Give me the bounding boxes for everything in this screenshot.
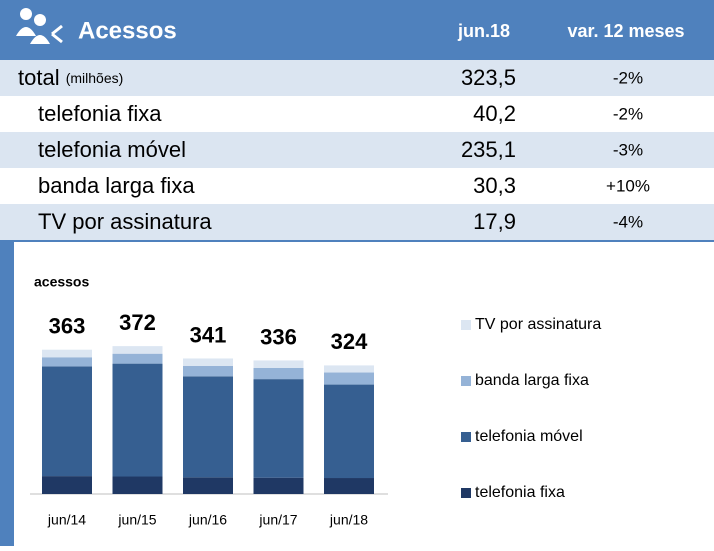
- total-label: 336: [260, 324, 297, 349]
- row-variation: -3%: [613, 140, 643, 159]
- table-row: [0, 204, 714, 240]
- row-label-text: total: [18, 65, 60, 90]
- table-row: [0, 60, 714, 96]
- row-label: banda larga fixa: [38, 173, 195, 198]
- legend-label: TV por assinatura: [475, 316, 601, 333]
- table-row: [0, 96, 714, 132]
- row-label: TV por assinatura: [38, 209, 212, 234]
- row-note: (milhões): [66, 70, 124, 86]
- x-tick-label: jun/15: [117, 512, 156, 528]
- row-value: 40,2: [473, 101, 516, 126]
- bar-segment: [253, 367, 304, 380]
- total-label: 341: [190, 322, 227, 347]
- row-label-text: telefonia fixa: [38, 101, 162, 126]
- bar-segment: [183, 477, 233, 494]
- bar-segment: [42, 366, 92, 477]
- bar-segment: [324, 365, 374, 373]
- bar-segment: [324, 384, 374, 479]
- legend-swatch: [461, 376, 471, 386]
- bar-segment: [112, 363, 163, 477]
- row-value: 235,1: [461, 137, 516, 162]
- bar-segment: [324, 478, 374, 494]
- table-title: Acessos: [78, 17, 177, 44]
- row-value: 17,9: [473, 209, 516, 234]
- row-variation: -2%: [613, 68, 643, 87]
- legend-swatch: [461, 488, 471, 498]
- row-variation: -2%: [613, 104, 643, 123]
- legend-label: telefonia móvel: [475, 428, 583, 445]
- legend-swatch: [461, 320, 471, 330]
- bar-segment: [42, 357, 92, 367]
- header-bar: [0, 0, 714, 60]
- bar-segment: [253, 379, 304, 478]
- row-label: telefonia fixa: [38, 101, 162, 126]
- bar-segment: [253, 477, 304, 494]
- row-label: total (milhões): [18, 65, 123, 90]
- legend-label: telefonia fixa: [475, 484, 565, 501]
- table-row: [0, 132, 714, 168]
- row-variation: +10%: [606, 176, 650, 195]
- column-header: var. 12 meses: [567, 21, 684, 41]
- bar-segment: [183, 366, 233, 377]
- bar-segment: [42, 476, 92, 494]
- x-tick-label: jun/17: [258, 512, 297, 528]
- bar-segment: [183, 358, 233, 367]
- legend-swatch: [461, 432, 471, 442]
- total-label: 324: [331, 329, 368, 354]
- row-variation: -4%: [613, 212, 643, 231]
- row-label: telefonia móvel: [38, 137, 186, 162]
- bar-segment: [112, 353, 163, 364]
- row-value: 30,3: [473, 173, 516, 198]
- bar-segment: [253, 360, 304, 368]
- bar-segment: [42, 349, 92, 358]
- row-value: 323,5: [461, 65, 516, 90]
- x-tick-label: jun/14: [47, 512, 86, 528]
- bar-segment: [183, 376, 233, 478]
- chart-title: acessos: [34, 274, 89, 290]
- bar-segment: [324, 372, 374, 385]
- row-label-text: TV por assinatura: [38, 209, 212, 234]
- x-tick-label: jun/18: [329, 512, 368, 528]
- bar-segment: [112, 476, 163, 494]
- total-label: 372: [119, 310, 156, 335]
- people-icon: [16, 8, 63, 44]
- legend-label: banda larga fixa: [475, 372, 589, 389]
- row-label-text: telefonia móvel: [38, 137, 186, 162]
- table-row: [0, 168, 714, 204]
- column-header: jun.18: [457, 21, 510, 41]
- total-label: 363: [49, 314, 86, 339]
- left-strip: [0, 240, 14, 546]
- bar-segment: [112, 346, 163, 354]
- row-label-text: banda larga fixa: [38, 173, 195, 198]
- x-tick-label: jun/16: [188, 512, 227, 528]
